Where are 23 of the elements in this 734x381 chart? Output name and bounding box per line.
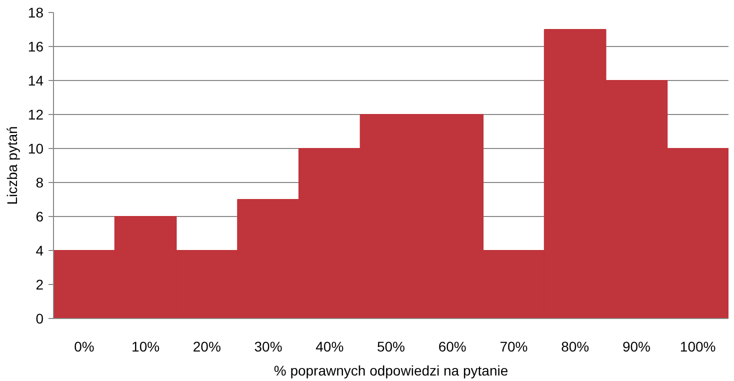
x-tick-label: 90% xyxy=(622,338,650,354)
y-tick-label: 10 xyxy=(28,140,44,156)
x-tick-label: 0% xyxy=(74,338,94,354)
y-tick-label: 14 xyxy=(28,72,44,88)
y-axis-title: Liczba pytań xyxy=(4,126,20,205)
x-tick-label: 60% xyxy=(438,338,466,354)
x-tick-label: 30% xyxy=(254,338,282,354)
x-tick-label: 100% xyxy=(680,338,716,354)
y-tick-label: 6 xyxy=(36,208,44,224)
x-tick-label: 40% xyxy=(316,338,344,354)
x-axis-title: % poprawnych odpowiedzi na pytanie xyxy=(274,362,508,378)
x-tick-label: 20% xyxy=(192,338,221,354)
y-tick-label: 0 xyxy=(36,310,44,326)
x-tick-label: 50% xyxy=(376,338,406,354)
y-tick-label: 2 xyxy=(36,276,44,292)
x-tick-label: 80% xyxy=(561,338,590,354)
y-tick-label: 4 xyxy=(36,242,44,258)
x-tick-label: 10% xyxy=(132,338,160,354)
x-tick-label: 70% xyxy=(500,338,528,354)
y-tick-label: 8 xyxy=(36,174,44,190)
y-tick-label: 12 xyxy=(28,106,44,122)
y-tick-label: 16 xyxy=(28,38,44,54)
y-tick-label: 18 xyxy=(28,4,44,20)
